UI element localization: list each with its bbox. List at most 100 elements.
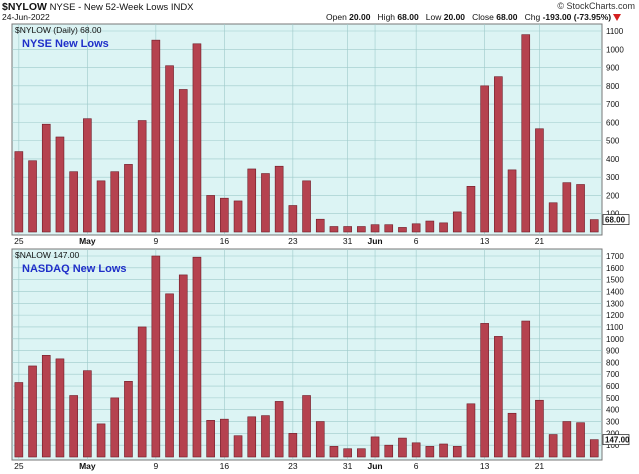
bar	[562, 182, 572, 233]
bar	[178, 89, 188, 233]
y-tick-label: 900	[606, 347, 620, 356]
last-value-label: 147.00	[605, 436, 630, 445]
bar	[452, 446, 462, 458]
bar	[480, 85, 489, 233]
symbol: $NYLOW	[2, 1, 47, 13]
close-label: Close	[472, 12, 494, 22]
bar	[233, 200, 243, 233]
x-tick-label: May	[79, 236, 96, 246]
bar	[535, 128, 544, 233]
bar	[315, 421, 325, 458]
bar	[466, 403, 476, 458]
y-tick-label: 700	[606, 100, 620, 109]
bar	[233, 435, 243, 458]
y-tick-label: 1500	[606, 276, 624, 285]
bar	[274, 401, 284, 458]
bar	[576, 184, 585, 233]
y-tick-label: 800	[606, 358, 620, 367]
bar	[494, 336, 503, 458]
bar	[370, 436, 380, 458]
chg-value: -193.00 (-73.95%)	[542, 12, 612, 22]
bar	[261, 173, 270, 233]
y-tick-label: 800	[606, 82, 620, 91]
bar	[151, 39, 161, 233]
x-tick-label: 23	[288, 236, 298, 246]
y-tick-label: 700	[606, 370, 620, 379]
panel-title: NYSE New Lows	[22, 38, 109, 50]
y-tick-label: 400	[606, 155, 620, 164]
panel-label: $NYLOW (Daily) 68.00	[15, 25, 102, 35]
bar	[192, 256, 202, 458]
bar	[28, 160, 37, 233]
high-value: 68.00	[397, 12, 419, 22]
down-triangle-icon	[613, 14, 622, 22]
bar	[411, 223, 421, 233]
x-tick-label: 31	[343, 236, 353, 246]
symbol-line: $NYLOW NYSE - New 52-Week Lows INDX	[2, 1, 194, 13]
bar	[315, 218, 325, 233]
y-tick-label: 1100	[606, 27, 624, 36]
bar	[83, 370, 92, 458]
x-tick-label: 6	[414, 236, 419, 246]
y-tick-label: 400	[606, 406, 620, 415]
y-tick-label: 1200	[606, 311, 624, 320]
bar	[192, 43, 202, 233]
bar	[398, 437, 407, 458]
bar	[357, 448, 366, 458]
x-tick-label: 21	[535, 461, 545, 471]
chg-label: Chg	[524, 12, 541, 22]
bar	[535, 399, 544, 458]
bar	[343, 448, 352, 458]
bar	[439, 443, 448, 458]
y-tick-label: 300	[606, 418, 620, 427]
y-tick-label: 500	[606, 137, 620, 146]
high-label: High	[377, 12, 396, 22]
quote-date: 24-Jun-2022	[2, 12, 50, 22]
quote-line: 24-Jun-2022 Open 20.00 High 68.00 Low 20…	[0, 12, 639, 23]
brand-watermark: © StockCharts.com	[557, 1, 635, 11]
bar	[562, 421, 572, 458]
open-label: Open	[326, 12, 347, 22]
bar	[384, 444, 394, 458]
bar	[28, 365, 37, 458]
close-value: 68.00	[496, 12, 518, 22]
bar	[247, 168, 257, 233]
last-value-badge	[602, 214, 630, 225]
bar	[69, 171, 78, 233]
bar	[425, 446, 435, 458]
x-tick-label: 16	[220, 236, 230, 246]
bar	[411, 442, 421, 458]
bar	[55, 136, 65, 233]
x-tick-label: Jun	[367, 236, 382, 246]
x-tick-label: 6	[414, 461, 419, 471]
y-tick-label: 300	[606, 173, 620, 182]
bar	[124, 164, 133, 233]
last-value-label: 68.00	[605, 216, 626, 225]
y-tick-label: 1600	[606, 264, 624, 273]
bar	[439, 222, 448, 233]
bar	[329, 446, 339, 458]
bar	[576, 422, 585, 458]
bar	[14, 151, 24, 233]
bar	[466, 186, 476, 233]
x-tick-label: 16	[220, 461, 230, 471]
bar	[178, 274, 188, 458]
x-tick-label: 13	[480, 461, 490, 471]
bar	[548, 202, 558, 233]
x-tick-label: 31	[343, 461, 353, 471]
y-tick-label: 100	[606, 441, 620, 450]
low-label: Low	[425, 12, 442, 22]
bar	[206, 420, 215, 458]
bar	[548, 434, 558, 458]
y-tick-label: 1300	[606, 299, 624, 308]
chart-header: $NYLOW NYSE - New 52-Week Lows INDX © St…	[0, 1, 639, 13]
bar	[288, 433, 298, 458]
y-tick-label: 1000	[606, 45, 624, 54]
y-tick-label: 200	[606, 429, 620, 438]
bar	[165, 65, 174, 233]
panel-title: NASDAQ New Lows	[22, 263, 127, 275]
bar	[110, 397, 120, 458]
x-tick-label: 25	[14, 461, 24, 471]
x-tick-label: May	[79, 461, 96, 471]
